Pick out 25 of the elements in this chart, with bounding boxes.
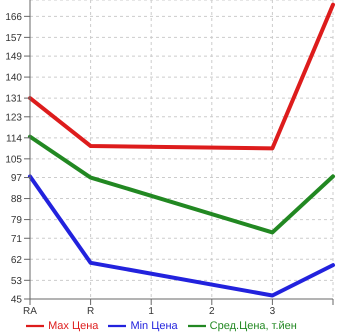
x-tick-label: R xyxy=(86,306,94,318)
legend-label: Сред.Цена, т.йен xyxy=(210,320,297,332)
y-tick-label: 131 xyxy=(5,94,22,105)
y-tick-label: 97 xyxy=(10,173,22,184)
y-tick-label: 105 xyxy=(5,154,22,166)
line-series xyxy=(28,2,335,150)
x-tick-label: RA xyxy=(23,306,38,318)
y-tick-label: 166 xyxy=(5,12,22,23)
y-tick-label: 71 xyxy=(10,234,22,245)
y-tick-label: 45 xyxy=(10,294,22,306)
y-tick-label: 79 xyxy=(10,215,22,226)
legend-label: Max Цена xyxy=(48,320,98,332)
y-tick-label: 157 xyxy=(5,32,22,44)
x-tick-label: 1 xyxy=(148,306,154,318)
y-tick-label: 53 xyxy=(10,276,22,287)
y-tick-label: 88 xyxy=(10,194,22,206)
y-tick-label: 140 xyxy=(5,72,22,84)
y-tick-label: 62 xyxy=(10,254,22,266)
x-tick-label: 2 xyxy=(209,306,216,318)
x-tick-label: 3 xyxy=(270,306,276,318)
legend-label: Min Цена xyxy=(130,320,178,332)
line-series xyxy=(28,134,335,234)
y-tick-label: 123 xyxy=(5,112,22,124)
y-tick-label: 114 xyxy=(6,133,22,144)
y-tick-label: 149 xyxy=(5,52,22,63)
